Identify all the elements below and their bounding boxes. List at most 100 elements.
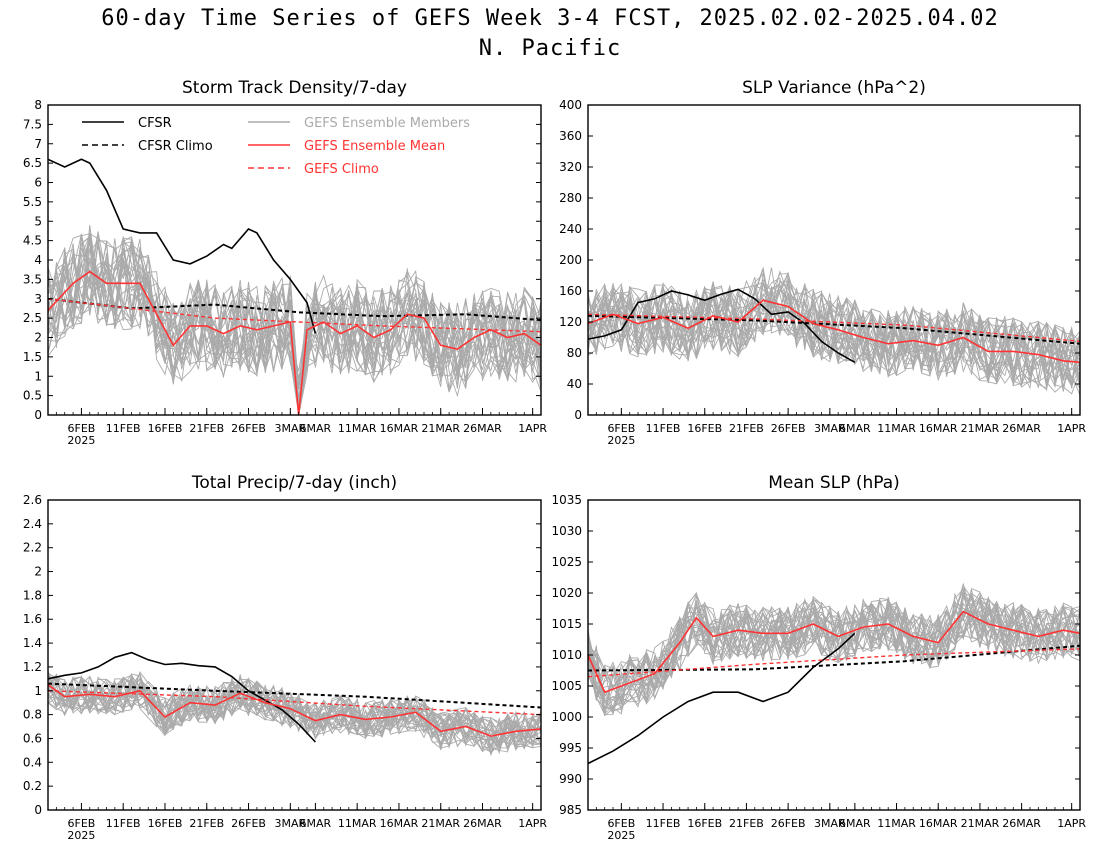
- x-tick-label: 11FEB: [106, 817, 141, 830]
- y-tick-label: 3: [34, 292, 42, 306]
- gefs-climo-line: [587, 313, 1081, 343]
- x-tick-label: 21MAR: [961, 422, 1000, 435]
- x-tick-label: 26MAR: [1002, 422, 1041, 435]
- y-tick-label: 1020: [551, 586, 582, 600]
- ensemble-member-line: [587, 270, 1081, 385]
- x-tick-label: 11MAR: [338, 422, 377, 435]
- ensemble-member-line: [47, 231, 542, 398]
- y-tick-label: 2.4: [23, 517, 42, 531]
- panel-title: SLP Variance (hPa^2): [742, 78, 926, 98]
- y-tick-label: 985: [559, 803, 582, 817]
- x-tick-label: 16MAR: [380, 422, 419, 435]
- y-tick-label: 1.5: [23, 350, 42, 364]
- cfsr-line: [587, 632, 856, 765]
- x-tick-label: 3MAR: [274, 817, 306, 830]
- x-tick-label: 1APR: [518, 817, 547, 830]
- x-tick-label: 6MAR: [300, 422, 332, 435]
- ensemble-member-line: [587, 592, 1081, 702]
- y-tick-label: 320: [559, 160, 582, 174]
- panel-title: Mean SLP (hPa): [768, 473, 900, 493]
- cfsr-climo-line: [587, 644, 1081, 672]
- ensemble-member-line: [587, 272, 1081, 381]
- x-tick-label: 6FEB: [68, 817, 96, 830]
- y-tick-label: 8: [34, 98, 42, 112]
- y-tick-label: 7.5: [23, 117, 42, 131]
- ensemble-member-line: [47, 673, 542, 754]
- y-tick-label: 0.5: [23, 389, 42, 403]
- y-tick-label: 4.5: [23, 234, 42, 248]
- y-tick-label: 0: [34, 803, 42, 817]
- x-tick-label: 11MAR: [338, 817, 377, 830]
- x-tick-label: 11MAR: [877, 422, 916, 435]
- ensemble-member-line: [47, 239, 542, 399]
- x-tick-label: 21FEB: [729, 817, 764, 830]
- legend: CFSR CFSR Climo GEFS Ensemble Members GEFS …: [82, 116, 470, 177]
- y-tick-label: 400: [559, 98, 582, 112]
- x-tick-label: 1APR: [518, 422, 547, 435]
- gefs-climo-line: [47, 298, 542, 333]
- chart-title: 60-day Time Series of GEFS Week 3-4 FCST…: [101, 6, 999, 31]
- y-tick-label: 0.8: [23, 708, 42, 722]
- ensemble-member-line: [587, 584, 1081, 712]
- x-tick-label: 26MAR: [463, 422, 502, 435]
- x-year-label: 2025: [67, 434, 95, 447]
- chart-panel: Storm Track Density/7-day 0 0.5 1 1.5 2 2.5 3 3.…: [23, 78, 547, 447]
- x-tick-label: 21MAR: [421, 817, 460, 830]
- x-tick-label: 1APR: [1057, 817, 1086, 830]
- cfsr-line: [587, 288, 856, 363]
- plot-frame: [47, 499, 542, 811]
- chart-panel: SLP Variance (hPa^2) 0 40 80 120 160 200 240 280…: [559, 78, 1086, 447]
- x-tick-label: 1APR: [1057, 422, 1086, 435]
- x-tick-label: 26MAR: [1002, 817, 1041, 830]
- y-tick-label: 120: [559, 315, 582, 329]
- y-tick-label: 40: [567, 377, 582, 391]
- y-tick-label: 2.5: [23, 311, 42, 325]
- x-year-label: 2025: [607, 434, 635, 447]
- panel-title: Total Precip/7-day (inch): [191, 473, 397, 493]
- y-tick-label: 1035: [551, 493, 582, 507]
- y-tick-label: 1: [34, 684, 42, 698]
- ensemble-mean-line: [47, 684, 542, 737]
- x-tick-label: 6FEB: [68, 422, 96, 435]
- y-tick-label: 200: [559, 253, 582, 267]
- y-tick-label: 4: [34, 253, 42, 267]
- legend-label: CFSR: [138, 116, 172, 131]
- y-tick-label: 1.4: [23, 636, 42, 650]
- y-tick-label: 360: [559, 129, 582, 143]
- x-tick-label: 16MAR: [919, 817, 958, 830]
- x-tick-label: 16FEB: [148, 817, 183, 830]
- x-year-label: 2025: [67, 829, 95, 842]
- ensemble-member-line: [587, 593, 1081, 697]
- x-tick-label: 6MAR: [839, 422, 871, 435]
- x-tick-label: 26FEB: [231, 817, 266, 830]
- y-tick-label: 1030: [551, 524, 582, 538]
- legend-label: GEFS Ensemble Members: [304, 116, 470, 131]
- x-tick-label: 11FEB: [646, 817, 681, 830]
- ensemble-member-line: [587, 273, 1081, 376]
- y-tick-label: 0.4: [23, 755, 42, 769]
- x-tick-label: 11FEB: [646, 422, 681, 435]
- legend-label: CFSR Climo: [138, 139, 213, 154]
- x-tick-label: 16MAR: [380, 817, 419, 830]
- x-tick-label: 11FEB: [106, 422, 141, 435]
- x-tick-label: 6FEB: [607, 422, 635, 435]
- panel-title: Storm Track Density/7-day: [182, 78, 407, 98]
- legend-label: GEFS Ensemble Mean: [304, 139, 445, 154]
- y-tick-label: 1.8: [23, 588, 42, 602]
- x-tick-label: 11MAR: [877, 817, 916, 830]
- ensemble-mean-line: [587, 299, 1081, 364]
- y-tick-label: 2: [34, 331, 42, 345]
- x-tick-label: 26MAR: [463, 817, 502, 830]
- x-tick-label: 3MAR: [814, 817, 846, 830]
- y-tick-label: 1000: [551, 710, 582, 724]
- y-tick-label: 240: [559, 222, 582, 236]
- x-tick-label: 3MAR: [274, 422, 306, 435]
- x-tick-label: 21MAR: [421, 422, 460, 435]
- x-tick-label: 26FEB: [771, 422, 806, 435]
- y-tick-label: 3.5: [23, 272, 42, 286]
- y-tick-label: 995: [559, 741, 582, 755]
- cfsr-line: [47, 158, 317, 334]
- y-tick-label: 0: [34, 408, 42, 422]
- y-tick-label: 1005: [551, 679, 582, 693]
- y-tick-label: 0: [574, 408, 582, 422]
